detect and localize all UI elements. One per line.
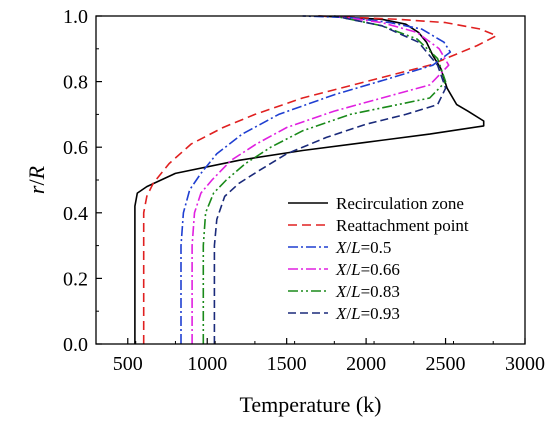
series-layer [134, 15, 498, 344]
legend-label: X/L=0.83 [335, 282, 400, 301]
y-tick-label: 0.6 [63, 137, 88, 159]
legend-label: Reattachment point [336, 216, 469, 235]
legend-label: X/L=0.66 [335, 260, 400, 279]
series-line [134, 15, 485, 344]
legend-label: X/L=0.93 [335, 304, 400, 323]
y-axis-title-R: R [24, 165, 49, 180]
series-line [202, 15, 447, 344]
y-tick-label: 1.0 [63, 6, 88, 28]
legend: Recirculation zone Reattachment point X/L=… [288, 194, 469, 323]
series-line [213, 15, 447, 344]
y-tick-label: 0.8 [63, 72, 88, 94]
y-tick-label: 0.4 [63, 203, 88, 225]
series-line [180, 15, 452, 344]
y-axis-title-slash: / [24, 179, 49, 186]
y-tick-label: 0.2 [63, 268, 88, 290]
ticks-layer: 500 1000 1500 2000 2500 3000 0.0 0.2 0.4 0.6 0.8 1.… [63, 6, 545, 375]
x-tick-label: 3000 [505, 353, 545, 375]
x-tick-label: 1500 [267, 353, 307, 375]
x-tick-label: 500 [113, 353, 143, 375]
y-tick-label: 0.0 [63, 334, 88, 356]
x-tick-label: 1000 [187, 353, 227, 375]
x-tick-label: 2500 [426, 353, 466, 375]
x-tick-label: 2000 [346, 353, 386, 375]
series-line [142, 15, 498, 344]
y-axis-title: r/R [24, 165, 49, 194]
legend-label: Recirculation zone [336, 194, 464, 213]
series-line [191, 15, 450, 344]
x-axis-title: Temperature (k) [240, 392, 382, 417]
legend-label: X/L=0.5 [335, 238, 391, 257]
y-axis-title-r: r [24, 185, 49, 194]
